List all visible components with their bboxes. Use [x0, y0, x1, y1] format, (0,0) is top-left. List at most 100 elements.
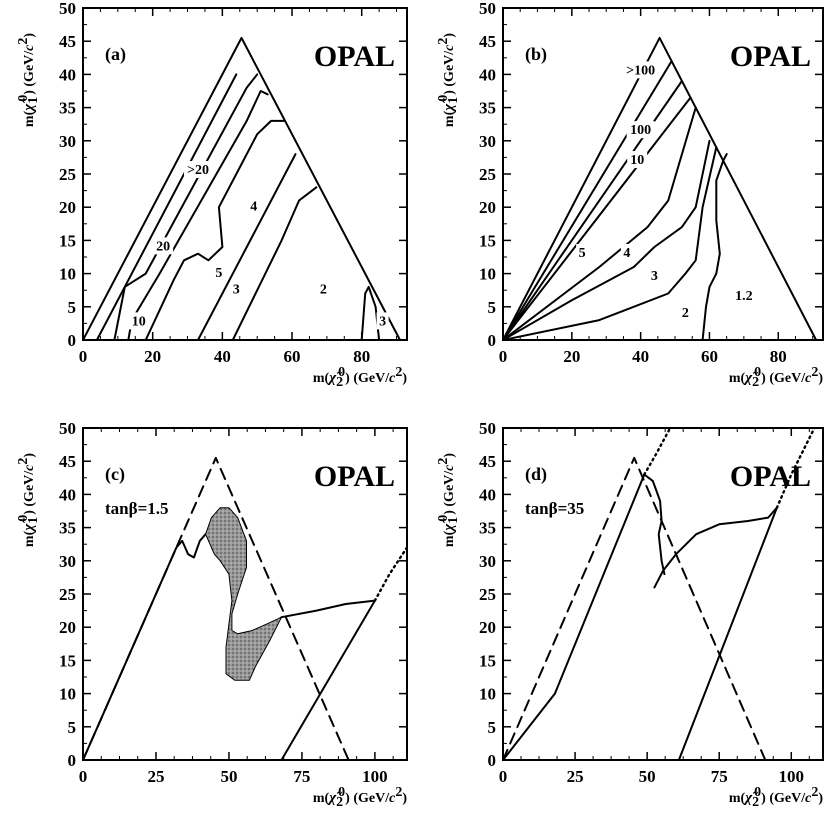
- contour-label: 5: [579, 246, 586, 261]
- y-tick-label: 50: [59, 419, 76, 438]
- x-tick-label: 0: [499, 347, 508, 366]
- x-tick-label: 75: [711, 767, 728, 786]
- y-tick-label: 15: [479, 651, 496, 670]
- y-tick-label: 45: [59, 452, 76, 471]
- solid-line: [503, 80, 683, 340]
- y-tick-label: 40: [479, 485, 496, 504]
- x-axis-title: m(χ̃20) (GeV/c2): [313, 365, 407, 390]
- y-tick-label: 0: [488, 751, 497, 770]
- contour-label: 20: [156, 239, 170, 254]
- y-tick-label: 10: [479, 265, 496, 284]
- contour-label: 2: [682, 306, 689, 321]
- y-tick-label: 0: [488, 331, 497, 350]
- x-tick-label: 80: [353, 347, 370, 366]
- y-tick-label: 25: [59, 165, 76, 184]
- y-tick-label: 20: [59, 198, 76, 217]
- panel-tag: (a): [105, 44, 126, 65]
- x-axis-title: m(χ̃20) (GeV/c2): [729, 785, 823, 810]
- contour-label-bg: [247, 197, 260, 215]
- experiment-label: OPAL: [730, 40, 811, 73]
- x-tick-label: 100: [362, 767, 388, 786]
- y-tick-label: 0: [68, 331, 77, 350]
- contour-label-bg: [576, 244, 589, 261]
- tan-beta-label: tanβ=1.5: [105, 499, 169, 518]
- contour-label: 4: [623, 246, 630, 261]
- x-tick-label: 50: [639, 767, 656, 786]
- x-tick-label: 20: [144, 347, 161, 366]
- contour-label-bg: [627, 151, 648, 169]
- contour-label: >100: [626, 63, 655, 78]
- contour-label-bg: [679, 303, 692, 321]
- x-tick-label: 0: [79, 767, 88, 786]
- x-tick-label: 40: [214, 347, 231, 366]
- kinematic-boundary-line: [503, 36, 818, 340]
- x-axis-title: m(χ̃20) (GeV/c2): [729, 365, 823, 390]
- y-axis-title: m(χ̃10) (GeV/c2): [436, 453, 461, 547]
- y-tick-label: 30: [479, 132, 496, 151]
- contour-label: 3: [651, 269, 658, 284]
- contour-label-bg: [153, 237, 174, 255]
- x-tick-label: 25: [147, 767, 164, 786]
- x-tick-label: 100: [779, 767, 805, 786]
- solid-line: [503, 146, 718, 340]
- y-tick-label: 5: [68, 718, 77, 737]
- contour-label-bg: [376, 312, 389, 330]
- solid-line: [231, 186, 318, 340]
- y-axis-title: m(χ̃10) (GeV/c2): [16, 33, 41, 127]
- dotted-line: [643, 428, 672, 476]
- solid-line: [113, 73, 259, 340]
- series-group: [503, 428, 816, 760]
- y-tick-label: 45: [59, 32, 76, 51]
- solid-line: [503, 96, 692, 340]
- contour-label: 100: [630, 123, 651, 138]
- panel-c: 0 5 10 15 20 25 30 35 40 45 50 0 25 50 75 100 (c) OPAL tan…: [16, 419, 408, 810]
- experiment-label: OPAL: [730, 460, 811, 493]
- x-tick-label: 60: [701, 347, 718, 366]
- y-tick-label: 5: [488, 718, 497, 737]
- panel-tag: (d): [525, 464, 547, 485]
- y-tick-label: 30: [479, 552, 496, 571]
- contour-label: 5: [215, 266, 222, 281]
- contour-label: 3: [233, 283, 240, 298]
- y-tick-label: 5: [488, 298, 497, 317]
- contour-label-bg: [622, 61, 659, 79]
- panel-d: 0 5 10 15 20 25 30 35 40 45 50 0 25 50 75 100 (d) OPAL tan…: [436, 419, 824, 810]
- solid-line: [503, 106, 697, 340]
- y-tick-label: 25: [479, 165, 496, 184]
- y-tick-label: 35: [479, 99, 496, 118]
- y-tick-label: 10: [59, 685, 76, 704]
- y-tick-label: 25: [59, 585, 76, 604]
- x-tick-label: 0: [79, 347, 88, 366]
- solid-line: [280, 599, 376, 760]
- axis-ticks: 0 5 10 15 20 25 30 35 40 45 50 0 25 50 75 100: [479, 419, 823, 786]
- x-tick-label: 80: [770, 347, 787, 366]
- solid-line: [653, 506, 778, 589]
- x-tick-label: 0: [499, 767, 508, 786]
- y-axis-title: m(χ̃10) (GeV/c2): [16, 453, 41, 547]
- y-tick-label: 35: [479, 519, 496, 538]
- panel-tag: (c): [105, 464, 125, 485]
- tan-beta-label: tanβ=35: [525, 499, 584, 518]
- solid-line: [503, 60, 673, 340]
- contour-label-bg: [317, 280, 330, 298]
- series-group: [83, 456, 407, 760]
- experiment-label: OPAL: [314, 460, 395, 493]
- solid-line: [95, 73, 238, 340]
- y-tick-label: 5: [68, 298, 77, 317]
- solid-line: [643, 473, 666, 576]
- contour-label-bg: [729, 287, 758, 305]
- panel-a: 0 5 10 15 20 25 30 35 40 45 50 0 20 40 60 80 >20 20 10 5 4 3 2…: [16, 0, 408, 390]
- y-tick-label: 15: [59, 651, 76, 670]
- contour-label-bg: [212, 263, 225, 281]
- solid-line: [677, 506, 778, 760]
- y-tick-label: 20: [479, 618, 496, 637]
- contour-label-bg: [620, 244, 633, 261]
- contour-label-bg: [230, 280, 243, 298]
- x-tick-label: 25: [567, 767, 584, 786]
- y-tick-label: 50: [479, 0, 496, 18]
- solid-line: [701, 153, 728, 340]
- panel-tag: (b): [525, 44, 547, 65]
- dashed-line: [503, 456, 767, 760]
- contour-label: 10: [630, 153, 644, 168]
